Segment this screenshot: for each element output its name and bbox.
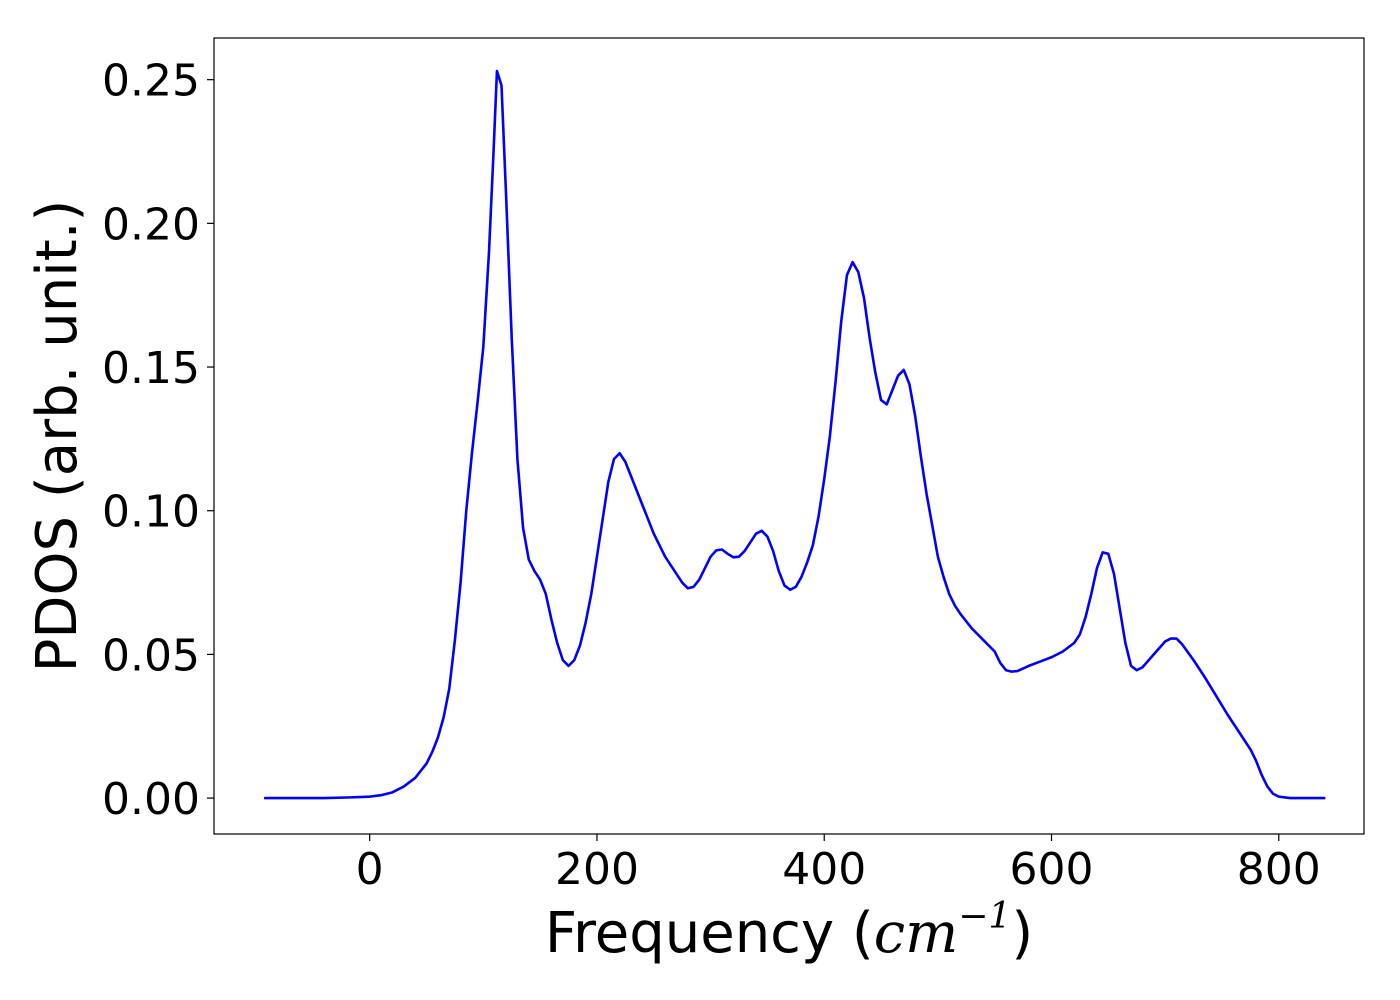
y-tick-label: 0.10 [102,487,200,538]
x-axis-label: Frequency (cm−1) [545,896,1033,966]
x-axis-label-exponent: −1 [958,896,1011,937]
y-tick-label: 0.20 [102,199,200,250]
x-axis-label-close: ) [1011,901,1033,966]
y-axis-ticks: 0.00 0.05 0.10 0.15 0.20 0.25 [102,56,214,825]
x-tick-label: 600 [1010,844,1094,895]
x-axis-label-text: Frequency ( [545,901,874,966]
y-tick-label: 0.00 [102,774,200,825]
y-tick-label: 0.25 [102,56,200,107]
plot-area [213,37,1365,835]
x-tick-label: 0 [356,844,384,895]
x-axis-ticks: 0 200 400 600 800 [356,834,1321,895]
x-axis-label-unit: cm [874,901,958,966]
axes-frame [213,37,1365,835]
pdos-series-line [263,69,1326,800]
y-axis-label: PDOS (arb. unit.) [25,200,90,673]
y-tick-label: 0.15 [102,343,200,394]
x-tick-label: 800 [1237,844,1321,895]
x-tick-label: 400 [782,844,866,895]
y-tick-label: 0.05 [102,630,200,681]
x-tick-label: 200 [555,844,639,895]
